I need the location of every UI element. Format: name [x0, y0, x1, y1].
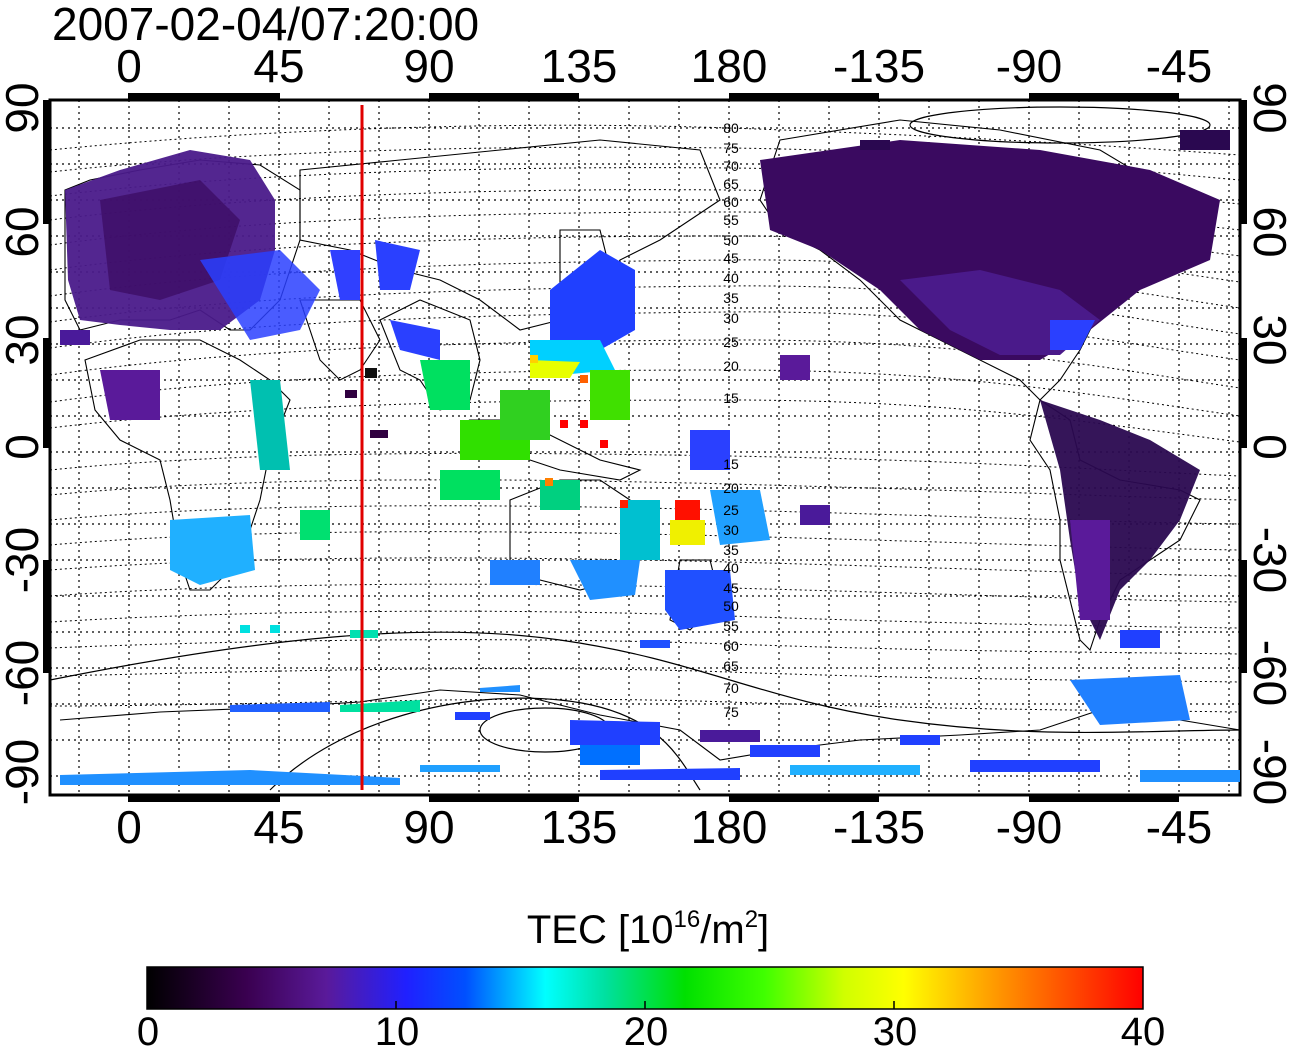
contour-label: 55 [723, 212, 739, 228]
top-lon-tick: -45 [1145, 40, 1213, 92]
contour-label: 40 [723, 560, 739, 576]
contour-label: 50 [723, 598, 739, 614]
contour-label: 80 [723, 120, 739, 136]
colorbar-tick-label: 40 [1120, 1010, 1166, 1054]
top-lon-tick: -135 [832, 40, 926, 92]
magnetic-contours-solid [50, 106, 1240, 791]
tec-data [60, 130, 1240, 785]
bottom-lon-tick: 0 [116, 801, 142, 853]
top-lon-tick: 180 [690, 40, 768, 92]
contour-label: 60 [723, 638, 739, 654]
colorbar-tick-label: 20 [623, 1010, 669, 1054]
contour-label: 20 [723, 480, 739, 496]
contour-label: 50 [723, 232, 739, 248]
colorbar-tick-label: 10 [374, 1010, 420, 1054]
contour-label: 75 [723, 704, 739, 720]
tec-region-eastasia [550, 250, 635, 350]
bottom-lon-tick: -135 [832, 801, 926, 853]
bottom-lon-tick: 135 [540, 801, 618, 853]
tec-region-namerica [760, 140, 1220, 360]
contour-label: 70 [723, 158, 739, 174]
colorbar-title: TEC [1016/m2] [526, 906, 770, 953]
bottom-lon-tick: -45 [1145, 801, 1213, 853]
top-lon-tick: -90 [995, 40, 1063, 92]
map-title: 2007-02-04/07:20:00 [52, 0, 480, 50]
contour-label: 40 [723, 270, 739, 286]
contour-label: 45 [723, 580, 739, 596]
bottom-lon-tick: 180 [690, 801, 768, 853]
contour-label: 65 [723, 176, 739, 192]
bottom-lon-tick: 45 [253, 801, 305, 853]
top-lon-tick: 90 [403, 40, 455, 92]
bottom-lon-tick: 90 [403, 801, 455, 853]
contour-labels: 80 75 70 65 60 55 50 45 40 35 30 25 20 15 15 20 25 30 35 40… [723, 120, 739, 720]
contour-label: 30 [723, 522, 739, 538]
contour-label: 15 [723, 390, 739, 406]
contour-label: 55 [723, 618, 739, 634]
contour-label: 70 [723, 680, 739, 696]
top-lon-tick: 135 [540, 40, 618, 92]
colorbar-ticks [395, 1001, 895, 1009]
contour-label: 30 [723, 310, 739, 326]
contour-label: 65 [723, 658, 739, 674]
contour-label: 35 [723, 290, 739, 306]
contour-label: 75 [723, 140, 739, 156]
contour-label: 60 [723, 194, 739, 210]
contour-label: 20 [723, 358, 739, 374]
contour-label: 25 [723, 334, 739, 350]
top-lon-tick: 0 [116, 40, 142, 92]
colorbar-tick-label: 0 [136, 1010, 160, 1054]
contour-label: 25 [723, 502, 739, 518]
bottom-lon-tick: -90 [995, 801, 1063, 853]
contour-label: 45 [723, 250, 739, 266]
colorbar-tick-label: 30 [872, 1010, 918, 1054]
contour-label: 35 [723, 542, 739, 558]
top-lon-tick: 45 [253, 40, 305, 92]
contour-label: 15 [723, 456, 739, 472]
